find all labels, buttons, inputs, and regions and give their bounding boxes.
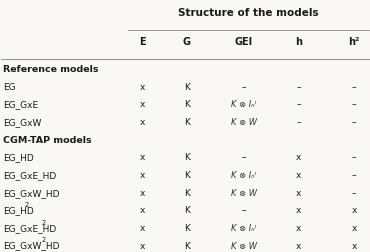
Text: K: K [184, 223, 190, 232]
Text: x: x [296, 205, 302, 214]
Text: –: – [352, 188, 356, 197]
Text: x: x [140, 118, 145, 127]
Text: x: x [140, 100, 145, 109]
Text: –: – [297, 82, 301, 91]
Text: x: x [140, 205, 145, 214]
Text: EG_GxE: EG_GxE [3, 100, 38, 109]
Text: –: – [242, 153, 246, 162]
Text: EG_GxE_HD: EG_GxE_HD [3, 170, 57, 179]
Text: K ⊗ W: K ⊗ W [231, 118, 257, 127]
Text: GEI: GEI [235, 37, 253, 47]
Text: K ⊗ Iₙᴵ: K ⊗ Iₙᴵ [231, 100, 256, 109]
Text: x: x [140, 82, 145, 91]
Text: h: h [295, 37, 302, 47]
Text: x: x [140, 223, 145, 232]
Text: K: K [184, 170, 190, 179]
Text: EG_GxE_HD: EG_GxE_HD [3, 223, 57, 232]
Text: EG_GxW: EG_GxW [3, 118, 41, 127]
Text: x: x [296, 223, 302, 232]
Text: –: – [352, 153, 356, 162]
Text: K: K [184, 82, 190, 91]
Text: –: – [352, 82, 356, 91]
Text: x: x [140, 241, 145, 250]
Text: Reference models: Reference models [3, 65, 99, 74]
Text: EG_GxW_HD: EG_GxW_HD [3, 188, 60, 197]
Text: x: x [140, 188, 145, 197]
Text: x: x [296, 241, 302, 250]
Text: –: – [297, 118, 301, 127]
Text: x: x [296, 188, 302, 197]
Text: Structure of the models: Structure of the models [178, 8, 319, 17]
Text: K ⊗ Iₙᴵ: K ⊗ Iₙᴵ [231, 223, 256, 232]
Text: EG_HD: EG_HD [3, 153, 34, 162]
Text: h²: h² [348, 37, 360, 47]
Text: –: – [297, 100, 301, 109]
Text: –: – [352, 118, 356, 127]
Text: x: x [296, 170, 302, 179]
Text: K: K [184, 241, 190, 250]
Text: EG_GxW_HD: EG_GxW_HD [3, 241, 60, 250]
Text: 2: 2 [41, 219, 46, 225]
Text: CGM-TAP models: CGM-TAP models [3, 135, 92, 144]
Text: x: x [351, 205, 357, 214]
Text: K: K [184, 100, 190, 109]
Text: –: – [352, 100, 356, 109]
Text: –: – [352, 170, 356, 179]
Text: K: K [184, 153, 190, 162]
Text: E: E [139, 37, 146, 47]
Text: x: x [351, 241, 357, 250]
Text: EG_HD: EG_HD [3, 205, 34, 214]
Text: K ⊗ Iₙᴵ: K ⊗ Iₙᴵ [231, 170, 256, 179]
Text: EG: EG [3, 82, 16, 91]
Text: K ⊗ W: K ⊗ W [231, 188, 257, 197]
Text: 2: 2 [41, 236, 46, 242]
Text: K: K [184, 188, 190, 197]
Text: –: – [242, 82, 246, 91]
Text: 2: 2 [24, 201, 28, 207]
Text: G: G [183, 37, 191, 47]
Text: x: x [140, 170, 145, 179]
Text: x: x [296, 153, 302, 162]
Text: x: x [351, 223, 357, 232]
Text: x: x [140, 153, 145, 162]
Text: K ⊗ W: K ⊗ W [231, 241, 257, 250]
Text: –: – [242, 205, 246, 214]
Text: K: K [184, 205, 190, 214]
Text: K: K [184, 118, 190, 127]
